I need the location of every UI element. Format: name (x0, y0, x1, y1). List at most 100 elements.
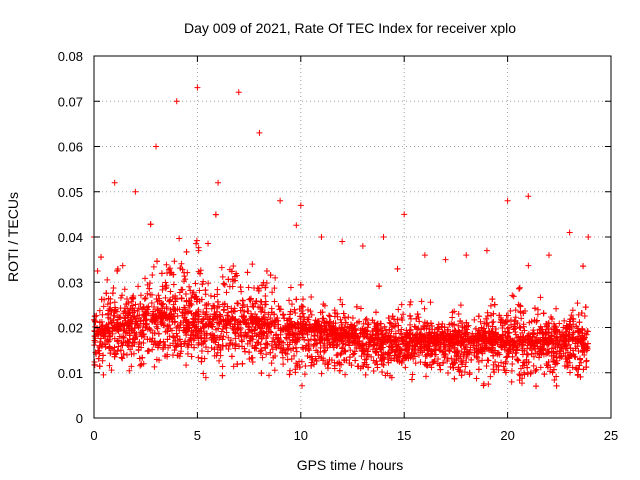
data-point (436, 347, 443, 354)
data-point (563, 336, 570, 343)
data-point (334, 341, 341, 348)
data-point (121, 322, 128, 329)
data-point (579, 337, 586, 344)
data-point (465, 349, 472, 356)
data-point (377, 346, 384, 353)
data-point (458, 342, 465, 349)
data-point (415, 325, 422, 332)
data-point (262, 344, 269, 351)
data-point (513, 344, 520, 351)
data-point (115, 337, 122, 344)
data-point (128, 363, 135, 370)
data-point (381, 356, 388, 363)
data-point (202, 374, 209, 381)
data-point (513, 334, 520, 341)
data-point (584, 328, 591, 335)
data-point (178, 260, 185, 267)
data-point (273, 344, 280, 351)
data-point (256, 304, 263, 311)
data-point (106, 343, 113, 350)
data-point (96, 363, 103, 370)
data-point (421, 252, 428, 259)
data-point (148, 299, 155, 306)
data-point (490, 318, 497, 325)
data-point (476, 336, 483, 343)
data-point (437, 366, 444, 373)
data-point (215, 325, 222, 332)
data-point (163, 284, 170, 291)
data-point (202, 344, 209, 351)
data-point (98, 254, 105, 261)
grid-lines (94, 56, 611, 418)
data-point (199, 281, 206, 288)
data-point (230, 307, 237, 314)
data-point (183, 332, 190, 339)
data-point (156, 357, 163, 364)
data-point (434, 325, 441, 332)
data-point (405, 351, 412, 358)
data-point (566, 331, 573, 338)
data-point (519, 347, 526, 354)
data-point (376, 283, 383, 290)
data-point (526, 334, 533, 341)
data-point (272, 323, 279, 330)
data-point (119, 292, 126, 299)
data-point (273, 317, 280, 324)
data-point (451, 321, 458, 328)
data-point (556, 350, 563, 357)
data-point (174, 333, 181, 340)
data-point (393, 355, 400, 362)
data-point (151, 338, 158, 345)
data-point (174, 352, 181, 359)
data-point (458, 337, 465, 344)
data-point (292, 344, 299, 351)
data-point (271, 367, 278, 374)
data-point (236, 318, 243, 325)
data-point (351, 333, 358, 340)
data-point (165, 313, 172, 320)
data-point (481, 337, 488, 344)
data-point (184, 344, 191, 351)
data-point (575, 348, 582, 355)
data-point (186, 283, 193, 290)
data-point (151, 330, 158, 337)
data-point (161, 342, 168, 349)
data-point (475, 313, 482, 320)
data-point (293, 348, 300, 355)
data-point (160, 322, 167, 329)
data-point (365, 321, 372, 328)
data-point (128, 298, 135, 305)
data-point (488, 328, 495, 335)
data-point (180, 324, 187, 331)
data-point (238, 337, 245, 344)
data-point (525, 337, 532, 344)
data-point (210, 302, 217, 309)
data-point (305, 337, 312, 344)
y-axis-label: ROTI / TECUs (5, 192, 21, 282)
data-point (331, 313, 338, 320)
data-point (509, 360, 516, 367)
data-point (108, 367, 115, 374)
data-point (162, 294, 169, 301)
data-point (249, 300, 256, 307)
data-point (332, 334, 339, 341)
data-point (561, 362, 568, 369)
data-point (210, 315, 217, 322)
data-point (369, 317, 376, 324)
data-point (293, 331, 300, 338)
data-point (575, 366, 582, 373)
data-point (550, 366, 557, 373)
data-point (550, 349, 557, 356)
data-point (407, 321, 414, 328)
data-point (119, 342, 126, 349)
data-point (305, 313, 312, 320)
data-point (472, 325, 479, 332)
data-point (401, 211, 408, 218)
data-point (171, 347, 178, 354)
x-axis-label: GPS time / hours (297, 457, 404, 473)
data-point (396, 347, 403, 354)
data-point (531, 317, 538, 324)
data-point (225, 334, 232, 341)
data-point (127, 346, 134, 353)
data-point (576, 319, 583, 326)
